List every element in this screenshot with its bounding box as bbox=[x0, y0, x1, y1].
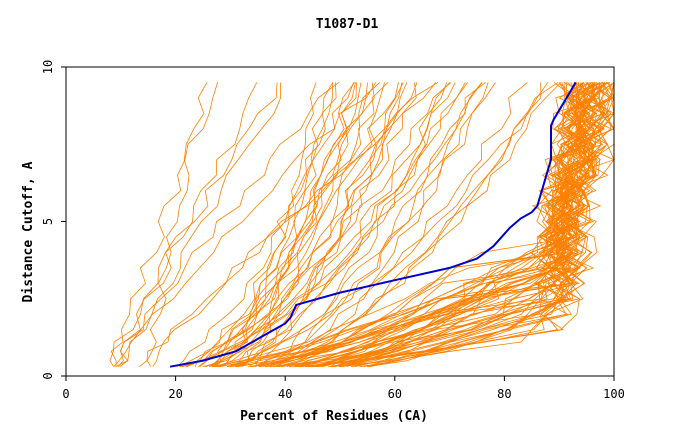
other-series-line bbox=[179, 82, 452, 368]
other-series-line bbox=[275, 82, 496, 368]
other-series-line bbox=[209, 82, 368, 368]
other-series-line bbox=[330, 82, 609, 368]
other-series-line bbox=[354, 82, 616, 368]
other-series-line bbox=[330, 82, 597, 368]
y-axis-label: Distance Cutoff, A bbox=[21, 161, 36, 302]
other-series-line bbox=[113, 82, 377, 367]
other-series-line bbox=[119, 82, 282, 368]
other-series-line bbox=[319, 82, 615, 368]
other-series-line bbox=[236, 82, 603, 368]
other-series-line bbox=[139, 82, 437, 368]
other-series-line bbox=[146, 82, 208, 367]
other-series-line bbox=[115, 82, 258, 368]
other-series-line bbox=[251, 82, 587, 368]
other-series-line bbox=[266, 82, 615, 368]
highlight-series-layer bbox=[169, 81, 577, 368]
x-tick-label: 100 bbox=[603, 387, 625, 401]
other-series-line bbox=[350, 82, 602, 368]
other-series-line bbox=[263, 82, 483, 368]
other-series-line bbox=[234, 82, 597, 368]
other-series-line bbox=[302, 82, 580, 368]
other-series-line bbox=[211, 82, 380, 367]
y-axis-ticks: 0 5 10 bbox=[41, 60, 66, 380]
other-series-line bbox=[248, 82, 486, 368]
other-series-line bbox=[109, 82, 278, 367]
y-tick-label: 0 bbox=[41, 372, 55, 379]
x-tick-label: 40 bbox=[278, 387, 292, 401]
x-tick-label: 20 bbox=[168, 387, 182, 401]
x-axis-ticks: 0 20 40 60 80 100 bbox=[62, 376, 625, 401]
other-series-line bbox=[179, 82, 375, 368]
other-series-line bbox=[276, 82, 589, 368]
other-series-line bbox=[226, 82, 604, 368]
other-series-line bbox=[221, 82, 317, 367]
other-series-line bbox=[152, 82, 439, 367]
other-series-line bbox=[117, 82, 340, 367]
other-series-line bbox=[194, 82, 337, 367]
y-tick-label: 10 bbox=[41, 60, 55, 74]
x-tick-label: 80 bbox=[497, 387, 511, 401]
other-series-line bbox=[254, 82, 489, 368]
other-series-line bbox=[205, 82, 334, 368]
other-series-line bbox=[176, 82, 354, 367]
other-series-line bbox=[308, 82, 596, 368]
other-series-line bbox=[268, 82, 528, 368]
other-series-line bbox=[265, 82, 448, 367]
y-tick-label: 5 bbox=[41, 218, 55, 225]
other-series-line bbox=[288, 82, 615, 368]
other-series-line bbox=[232, 82, 404, 368]
other-series-line bbox=[332, 82, 615, 368]
other-series-line bbox=[110, 82, 218, 367]
other-series-line bbox=[340, 82, 587, 368]
other-series-line bbox=[255, 82, 385, 367]
other-series-line bbox=[294, 82, 601, 368]
chart-title: T1087-D1 bbox=[316, 17, 379, 32]
other-series-layer bbox=[109, 82, 616, 368]
other-series-line bbox=[185, 82, 399, 368]
other-series-line bbox=[313, 82, 589, 368]
other-series-line bbox=[286, 82, 549, 368]
x-axis-label: Percent of Residues (CA) bbox=[240, 409, 428, 424]
x-tick-label: 60 bbox=[388, 387, 402, 401]
other-series-line bbox=[307, 82, 602, 368]
other-series-line bbox=[197, 82, 362, 368]
other-series-line bbox=[199, 82, 468, 368]
x-tick-label: 0 bbox=[62, 387, 69, 401]
other-series-line bbox=[317, 82, 596, 368]
other-series-line bbox=[214, 82, 355, 367]
other-series-line bbox=[236, 82, 408, 368]
other-series-line bbox=[293, 82, 591, 368]
highlight-series-line bbox=[169, 81, 577, 368]
other-series-line bbox=[227, 82, 456, 368]
